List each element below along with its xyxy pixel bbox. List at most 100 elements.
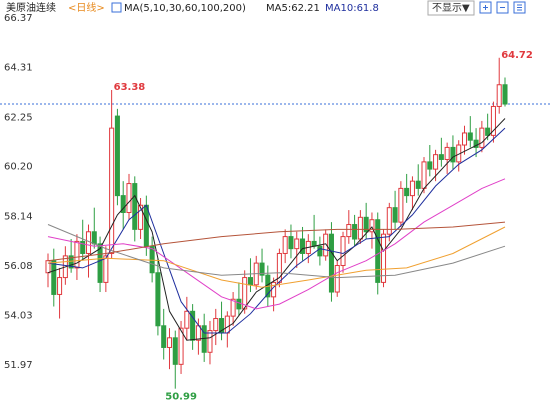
zoom-out[interactable] (496, 1, 509, 14)
candle-body (155, 272, 161, 327)
candle-body (80, 240, 86, 254)
candle-body (143, 204, 149, 247)
candle-body (242, 277, 248, 310)
ma-line (47, 118, 506, 341)
y-tick-label: 51.97 (4, 360, 33, 371)
candle-body (323, 233, 329, 257)
candle-body (300, 238, 306, 254)
candle-body (190, 310, 196, 341)
y-tick-label: 54.03 (4, 310, 33, 321)
high-label: 64.72 (501, 50, 533, 61)
candle-body (91, 231, 97, 245)
candle-body (317, 245, 323, 257)
candle-body (363, 216, 369, 233)
candle-body (386, 207, 392, 235)
ma-line (47, 127, 506, 334)
symbol: 美原油连续 (6, 1, 56, 14)
candle-body (51, 260, 57, 295)
candle-body (461, 132, 468, 146)
candle-body (207, 330, 213, 353)
candle-body (496, 84, 502, 107)
toggle-button[interactable] (427, 0, 475, 16)
candle-body (195, 325, 201, 341)
candle-body (57, 277, 63, 295)
candle-body (334, 265, 340, 293)
candle-body (485, 127, 491, 136)
candle-body (68, 255, 74, 269)
ma10-value: MA10:61.8 (325, 3, 379, 14)
candle-body (172, 337, 178, 365)
candle-body (444, 146, 450, 160)
settings[interactable] (513, 1, 526, 14)
candle-body (178, 327, 184, 365)
ma-line (47, 178, 506, 310)
candle-body (398, 187, 404, 223)
candle-body (380, 233, 387, 283)
icon (483, 5, 488, 10)
candle-body (236, 298, 242, 310)
ma-line (47, 226, 506, 288)
candle-body (409, 180, 415, 197)
candle-body (467, 132, 473, 141)
y-tick-label: 64.31 (4, 63, 33, 74)
candle-body (120, 195, 126, 213)
candle-body (103, 255, 109, 283)
candle-body (259, 262, 265, 276)
candle-body (473, 139, 479, 148)
candle-body (138, 204, 144, 230)
y-tick-label: 56.08 (4, 261, 33, 272)
candle-body (392, 207, 398, 223)
candle-body (184, 310, 190, 329)
candle-body (149, 245, 155, 274)
candle-body (479, 127, 485, 148)
candle-body (328, 233, 334, 293)
candle-body (357, 216, 363, 240)
candle-body (415, 180, 421, 189)
candle-body (369, 219, 375, 233)
candle-body (132, 183, 138, 230)
candle-body (294, 238, 300, 250)
icon (517, 4, 522, 11)
candle-body (74, 240, 80, 269)
candle-body (438, 154, 444, 160)
candle-body (85, 231, 92, 254)
ma5-value: MA5:62.21 (266, 3, 320, 14)
candle-body (161, 325, 167, 348)
candle-body (421, 161, 427, 189)
candle-body (126, 183, 132, 213)
candle-body (375, 219, 381, 283)
candle-body (502, 84, 508, 105)
candle-body (404, 187, 410, 197)
y-tick-label: 66.37 (4, 13, 33, 24)
candle-body (271, 281, 277, 298)
candle-body (114, 115, 120, 197)
candle-body (346, 224, 352, 238)
ma-params: MA(5,10,30,60,100,200) (124, 3, 246, 14)
candle-body (340, 236, 346, 267)
zoom-in[interactable] (479, 1, 492, 14)
candle-body (490, 105, 496, 136)
toggle-label: 不显示▼ (432, 2, 470, 14)
candle-body (450, 146, 456, 163)
candle-body (166, 337, 173, 348)
ma-line (47, 221, 506, 262)
candle-body (433, 154, 439, 170)
candle-body (213, 318, 219, 332)
candle-body (247, 277, 253, 286)
candle-body (288, 236, 294, 250)
candle-body (224, 315, 230, 334)
tool-icons (479, 1, 526, 14)
period[interactable]: <日线> (68, 1, 105, 14)
ma-line (47, 224, 506, 279)
ma-icon[interactable] (111, 2, 122, 13)
candle-body (352, 224, 358, 240)
candle-body (109, 127, 115, 254)
y-tick-label: 58.14 (4, 211, 33, 222)
candle-body (427, 161, 433, 170)
y-tick-label: 62.25 (4, 112, 33, 123)
candle-body (230, 298, 236, 317)
high-label: 63.38 (114, 82, 146, 93)
low-label: 50.99 (165, 392, 197, 400)
